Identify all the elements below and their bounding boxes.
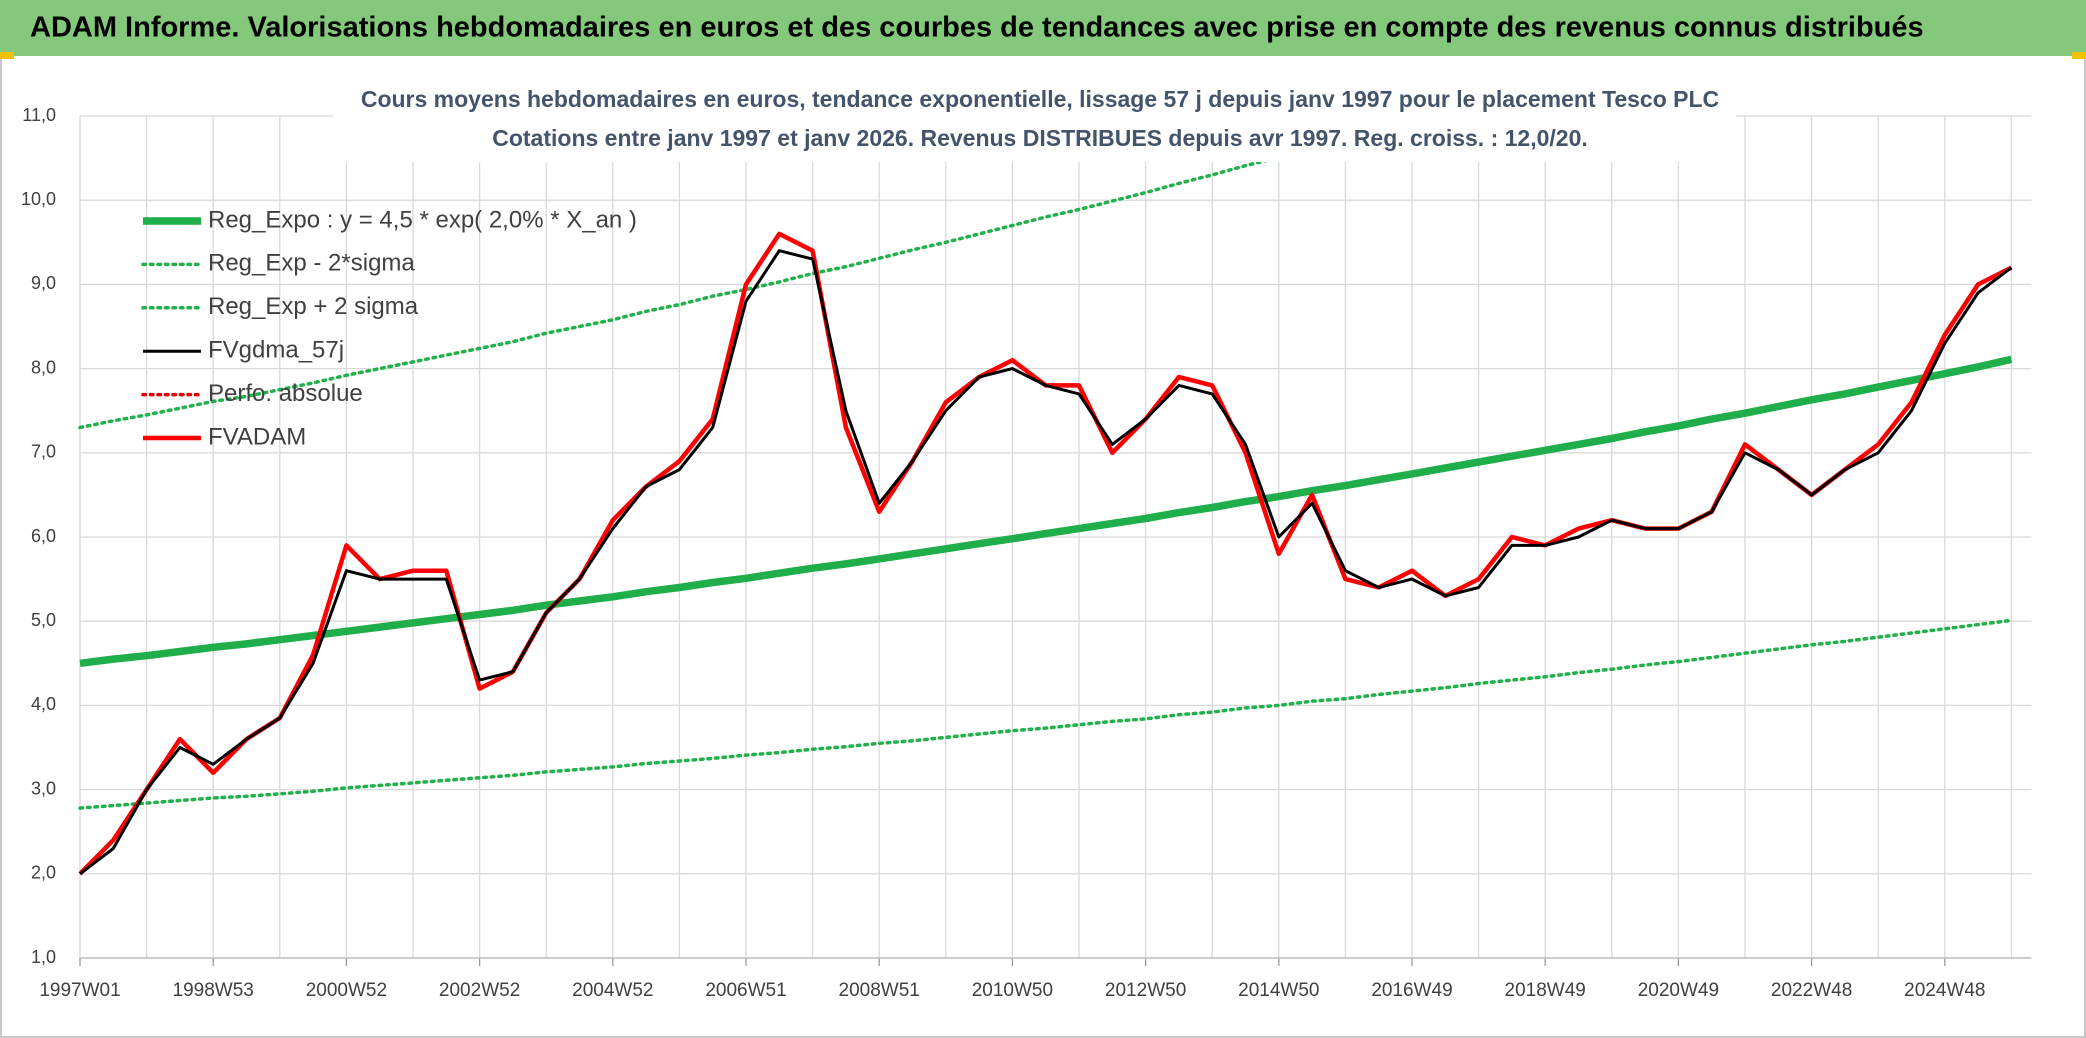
series-line xyxy=(79,355,2013,668)
series-line xyxy=(78,618,2014,810)
legend-label: Reg_Exp - 2*sigma xyxy=(208,250,415,277)
x-tick-label: 2020W49 xyxy=(1638,980,1719,1001)
x-tick-label: 2022W48 xyxy=(1771,980,1852,1001)
y-tick-label: 6,0 xyxy=(31,526,56,546)
y-tick-label: 2,0 xyxy=(31,863,56,883)
y-tick-label: 9,0 xyxy=(31,273,56,293)
x-tick-label: 2024W48 xyxy=(1904,980,1985,1001)
x-tick-label: 2008W51 xyxy=(839,980,920,1001)
header-bar xyxy=(0,0,2086,56)
x-tick-label: 2010W50 xyxy=(972,980,1053,1001)
x-tick-label: 2000W52 xyxy=(306,980,387,1001)
legend-label: Reg_Expo : y = 4,5 * exp( 2,0% * X_an ) xyxy=(208,206,637,233)
x-tick-label: 1997W01 xyxy=(39,980,120,1001)
y-tick-label: 5,0 xyxy=(31,610,56,630)
chart-title: Cours moyens hebdomadaires en euros, ten… xyxy=(361,86,1719,112)
y-tick-label: 4,0 xyxy=(31,694,56,714)
plot-area: 1,0 2,0 3,0 4,0 5,0 6,0 7,0 8,0 9,0 10,0 11,0 1997W… xyxy=(21,105,2032,1001)
y-tick-label: 10,0 xyxy=(21,189,56,209)
y-tick-label: 3,0 xyxy=(31,778,56,798)
legend-label: FVgdma_57j xyxy=(208,337,344,364)
corner-mark xyxy=(2072,52,2086,59)
x-tick-label: 2016W49 xyxy=(1371,980,1452,1001)
legend-label: Reg_Exp + 2 sigma xyxy=(208,293,419,320)
y-tick-label: 7,0 xyxy=(31,442,56,462)
x-tick-label: 2006W51 xyxy=(705,980,786,1001)
legend: Reg_Expo : y = 4,5 * exp( 2,0% * X_an ) R… xyxy=(141,206,637,450)
series-line xyxy=(78,113,1445,430)
title-box xyxy=(333,80,1736,162)
y-tick-label: 1,0 xyxy=(31,947,56,967)
x-tick-label: 2012W50 xyxy=(1105,980,1186,1001)
series-line xyxy=(79,249,2013,875)
corner-mark xyxy=(0,52,14,59)
x-tick-label: 2018W49 xyxy=(1505,980,1586,1001)
page-title: ADAM Informe. Valorisations hebdomadaire… xyxy=(30,12,1924,44)
y-tick-label: 11,0 xyxy=(22,105,56,125)
x-tick-label: 2004W52 xyxy=(572,980,653,1001)
legend-label: FVADAM xyxy=(208,423,306,450)
x-tick-label: 2014W50 xyxy=(1238,980,1319,1001)
x-tick-label: 1998W53 xyxy=(173,980,254,1001)
legend-label: Perfo. absolue xyxy=(208,380,363,407)
x-tick-label: 2002W52 xyxy=(439,980,520,1001)
chart-subtitle: Cotations entre janv 1997 et janv 2026. … xyxy=(492,125,1588,151)
y-tick-label: 8,0 xyxy=(31,357,56,377)
